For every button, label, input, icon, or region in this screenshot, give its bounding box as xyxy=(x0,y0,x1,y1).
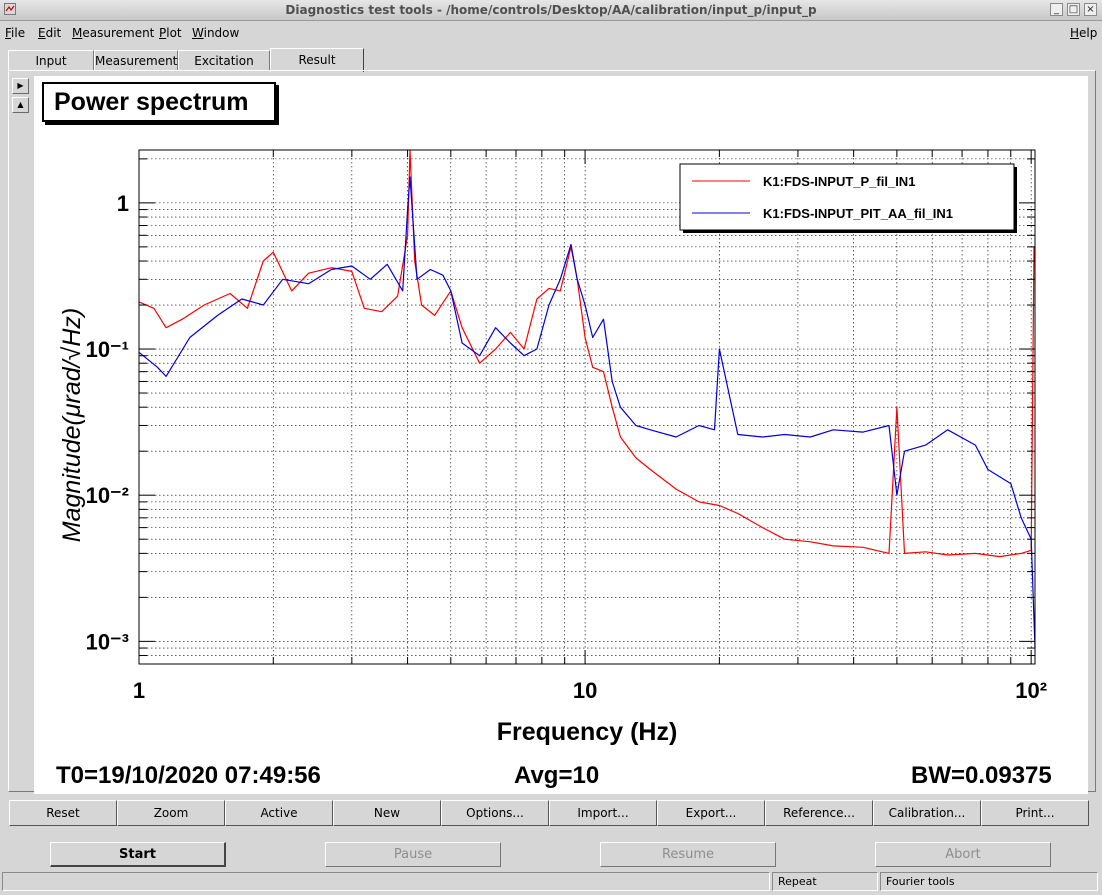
y-tick-label: 10⁻¹ xyxy=(86,337,129,362)
scroll-up-icon[interactable]: ▲ xyxy=(12,97,29,113)
pause-button[interactable]: Pause xyxy=(325,842,501,867)
y-tick-label: 10⁻² xyxy=(86,483,129,508)
avg-label: Avg=10 xyxy=(514,762,600,789)
x-tick-label: 1 xyxy=(133,678,145,703)
legend-box xyxy=(679,163,1015,231)
active-button[interactable]: Active xyxy=(225,800,333,826)
reset-button[interactable]: Reset xyxy=(9,800,117,826)
menu-help[interactable]: Help xyxy=(1070,26,1098,40)
calibration-button[interactable]: Calibration... xyxy=(873,800,981,826)
status-repeat: Repeat xyxy=(772,872,878,891)
x-axis-label: Frequency (Hz) xyxy=(497,718,678,746)
scroll-right-icon[interactable]: ▶ xyxy=(12,78,29,94)
tick-labels: 1 10 10² 10⁻³ 10⁻² 10⁻¹ 1 xyxy=(86,191,1047,703)
abort-button[interactable]: Abort xyxy=(875,842,1051,867)
x-tick-label: 10² xyxy=(1015,678,1047,703)
import-button[interactable]: Import... xyxy=(549,800,657,826)
tab-measurement[interactable]: Measurement xyxy=(94,50,178,70)
t0-label: T0=19/10/2020 07:49:56 xyxy=(56,762,321,789)
tab-input[interactable]: Input xyxy=(8,50,94,70)
menu-measurement[interactable]: Measurement xyxy=(72,26,155,40)
x-tick-label: 10 xyxy=(573,678,597,703)
y-tick-label: 10⁻³ xyxy=(86,629,129,654)
menu-plot[interactable]: Plot xyxy=(159,26,182,40)
options-button[interactable]: Options... xyxy=(441,800,549,826)
menu-file[interactable]: File xyxy=(5,26,26,40)
series-line-pit-aa xyxy=(138,176,1036,649)
tab-excitation[interactable]: Excitation xyxy=(178,50,270,70)
power-spectrum-chart[interactable]: 1 10 10² 10⁻³ 10⁻² 10⁻¹ 1 Frequency (Hz) Magni… xyxy=(34,76,1088,794)
y-tick-label: 1 xyxy=(117,191,129,216)
menu-window[interactable]: Window xyxy=(192,26,240,40)
legend-entry-p: K1:FDS-INPUT_P_fil_IN1 xyxy=(763,174,915,189)
series-layer xyxy=(138,149,1036,649)
print-button[interactable]: Print... xyxy=(981,800,1089,826)
menu-edit[interactable]: Edit xyxy=(38,26,62,40)
tab-result[interactable]: Result xyxy=(270,48,364,72)
app-icon xyxy=(4,3,16,15)
export-button[interactable]: Export... xyxy=(657,800,765,826)
new-button[interactable]: New xyxy=(333,800,441,826)
grid-lines xyxy=(138,150,1035,665)
legend-entry-pit-aa: K1:FDS-INPUT_PIT_AA_fil_IN1 xyxy=(763,206,953,221)
y-axis-label: Magnitude(μrad/√Hz) xyxy=(58,308,86,542)
resume-button[interactable]: Resume xyxy=(600,842,776,867)
axis-ticks xyxy=(138,150,1035,665)
reference-button[interactable]: Reference... xyxy=(765,800,873,826)
bw-label: BW=0.09375 xyxy=(911,762,1052,789)
plot-title: Power spectrum xyxy=(42,82,276,122)
window-title: Diagnostics test tools - /home/controls/… xyxy=(285,3,817,17)
status-main xyxy=(2,872,770,891)
minimize-icon[interactable]: _ xyxy=(1050,3,1063,16)
maximize-icon[interactable]: □ xyxy=(1067,3,1080,16)
window-title-bar[interactable]: Diagnostics test tools - /home/controls/… xyxy=(0,0,1102,21)
legend: K1:FDS-INPUT_P_fil_IN1 K1:FDS-INPUT_PIT_… xyxy=(679,163,1017,233)
zoom-button[interactable]: Zoom xyxy=(117,800,225,826)
menu-bar: File Edit Measurement Plot Window Help xyxy=(0,22,1102,44)
close-icon[interactable]: × xyxy=(1084,3,1097,16)
start-button[interactable]: Start xyxy=(50,842,226,867)
status-mode: Fourier tools xyxy=(880,872,1098,891)
